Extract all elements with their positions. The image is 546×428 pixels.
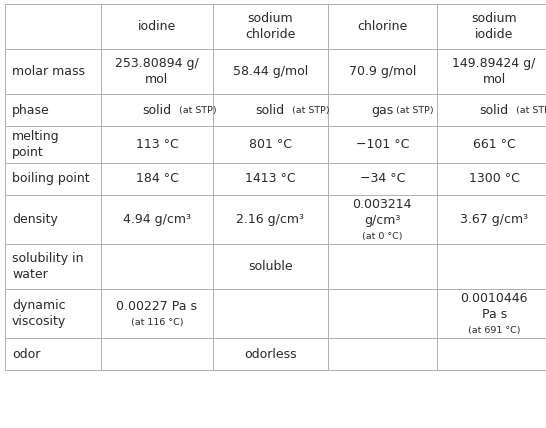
Text: dynamic
viscosity: dynamic viscosity: [12, 299, 66, 328]
Bar: [437, 94, 546, 126]
Bar: [213, 126, 328, 163]
Text: 253.80894 g/: 253.80894 g/: [115, 57, 199, 70]
Bar: [437, 195, 546, 244]
Text: phase: phase: [12, 104, 50, 117]
Text: 0.00227 Pa s: 0.00227 Pa s: [116, 300, 198, 313]
Bar: [437, 244, 546, 289]
Bar: [328, 94, 437, 126]
Text: density: density: [12, 213, 58, 226]
Text: solid: solid: [256, 104, 285, 117]
Bar: [5, 195, 101, 244]
Text: (at STP): (at STP): [515, 106, 546, 115]
Text: 149.89424 g/: 149.89424 g/: [453, 57, 536, 70]
Bar: [437, 4, 546, 49]
Bar: [213, 4, 328, 49]
Text: solid: solid: [143, 104, 171, 117]
Bar: [5, 244, 101, 289]
Text: solubility in
water: solubility in water: [12, 252, 84, 281]
Text: sodium
chloride: sodium chloride: [245, 12, 295, 41]
Text: molar mass: molar mass: [12, 65, 85, 78]
Text: 0.003214: 0.003214: [353, 198, 412, 211]
Text: 3.67 g/cm³: 3.67 g/cm³: [460, 213, 528, 226]
Bar: [5, 163, 101, 195]
Text: 58.44 g/mol: 58.44 g/mol: [233, 65, 308, 78]
Bar: [213, 163, 328, 195]
Bar: [5, 126, 101, 163]
Bar: [101, 49, 213, 94]
Bar: [5, 4, 101, 49]
Bar: [213, 289, 328, 338]
Bar: [328, 49, 437, 94]
Text: (at STP): (at STP): [396, 106, 434, 115]
Text: solid: solid: [479, 104, 509, 117]
Bar: [328, 4, 437, 49]
Text: chlorine: chlorine: [357, 20, 407, 33]
Bar: [328, 244, 437, 289]
Bar: [213, 244, 328, 289]
Bar: [101, 244, 213, 289]
Bar: [101, 289, 213, 338]
Bar: [328, 126, 437, 163]
Bar: [437, 338, 546, 370]
Text: odor: odor: [12, 348, 40, 361]
Text: 801 °C: 801 °C: [249, 138, 292, 151]
Bar: [101, 94, 213, 126]
Text: −34 °C: −34 °C: [359, 172, 405, 185]
Text: 661 °C: 661 °C: [473, 138, 515, 151]
Text: odorless: odorless: [244, 348, 296, 361]
Bar: [5, 289, 101, 338]
Bar: [328, 338, 437, 370]
Text: iodine: iodine: [138, 20, 176, 33]
Bar: [213, 94, 328, 126]
Bar: [5, 338, 101, 370]
Text: boiling point: boiling point: [12, 172, 90, 185]
Bar: [328, 163, 437, 195]
Bar: [437, 49, 546, 94]
Text: (at 116 °C): (at 116 °C): [130, 318, 183, 327]
Bar: [437, 163, 546, 195]
Text: Pa s: Pa s: [482, 308, 507, 321]
Bar: [328, 195, 437, 244]
Text: 70.9 g/mol: 70.9 g/mol: [348, 65, 416, 78]
Text: −101 °C: −101 °C: [355, 138, 409, 151]
Bar: [101, 4, 213, 49]
Text: 1413 °C: 1413 °C: [245, 172, 295, 185]
Bar: [213, 195, 328, 244]
Text: 1300 °C: 1300 °C: [468, 172, 520, 185]
Bar: [213, 338, 328, 370]
Bar: [101, 126, 213, 163]
Text: (at STP): (at STP): [292, 106, 329, 115]
Text: gas: gas: [371, 104, 393, 117]
Text: (at STP): (at STP): [179, 106, 216, 115]
Text: sodium
iodide: sodium iodide: [471, 12, 517, 41]
Text: mol: mol: [145, 73, 169, 86]
Bar: [101, 195, 213, 244]
Bar: [5, 94, 101, 126]
Text: 2.16 g/cm³: 2.16 g/cm³: [236, 213, 304, 226]
Bar: [328, 289, 437, 338]
Bar: [101, 163, 213, 195]
Bar: [5, 49, 101, 94]
Bar: [213, 49, 328, 94]
Text: 0.0010446: 0.0010446: [460, 292, 528, 305]
Text: mol: mol: [483, 73, 506, 86]
Bar: [101, 338, 213, 370]
Bar: [437, 289, 546, 338]
Text: (at 691 °C): (at 691 °C): [468, 326, 520, 335]
Text: g/cm³: g/cm³: [364, 214, 400, 227]
Text: soluble: soluble: [248, 260, 293, 273]
Bar: [437, 126, 546, 163]
Text: 184 °C: 184 °C: [135, 172, 179, 185]
Text: (at 0 °C): (at 0 °C): [362, 232, 402, 241]
Text: 113 °C: 113 °C: [135, 138, 179, 151]
Text: 4.94 g/cm³: 4.94 g/cm³: [123, 213, 191, 226]
Text: melting
point: melting point: [12, 130, 60, 159]
